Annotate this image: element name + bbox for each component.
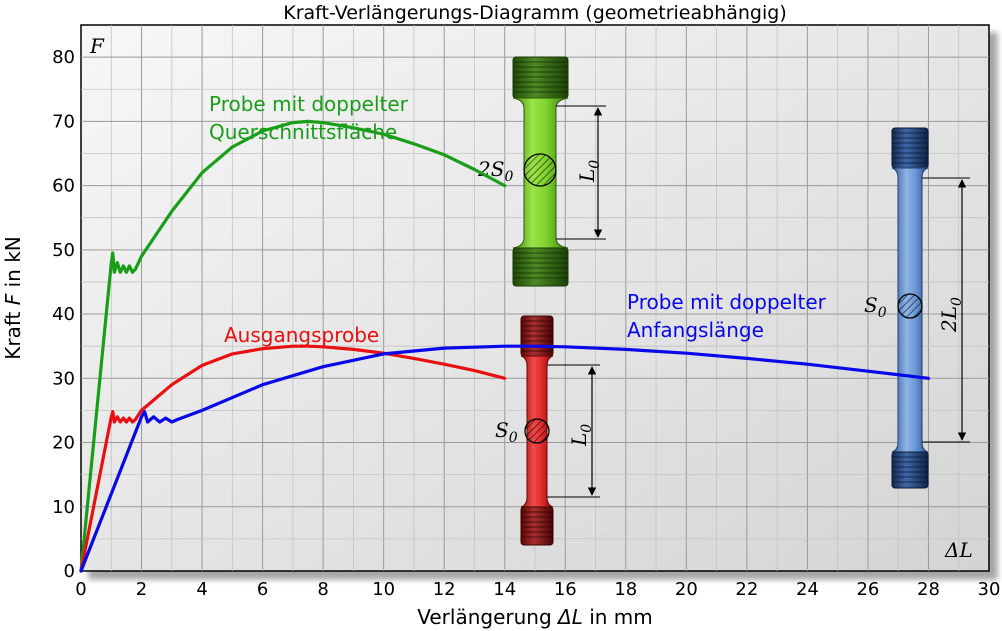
series-label-green: Probe mit doppelter Querschnittsfläche <box>209 92 414 144</box>
series-line-double-area <box>79 119 507 573</box>
series-lines <box>79 119 931 573</box>
svg-text:2L0: 2L0 <box>937 297 965 333</box>
svg-text:S0: S0 <box>495 418 518 446</box>
series-label-red: Ausgangsprobe <box>224 323 379 347</box>
y-tick-label: 10 <box>52 497 75 518</box>
y-tick-label: 50 <box>52 240 75 261</box>
series-line-double-length <box>79 344 931 573</box>
y-axis-title: Kraft F in kN <box>1 236 25 360</box>
x-tick-label: 10 <box>372 579 395 600</box>
specimen-green: 2S0 L0 <box>477 56 606 287</box>
svg-text:S0: S0 <box>864 293 887 321</box>
specimen-red: S0 L0 <box>495 315 600 546</box>
y-tick-label: 0 <box>64 561 75 582</box>
y-tick-label: 20 <box>52 433 75 454</box>
x-tick-label: 8 <box>317 579 328 600</box>
x-tick-label: 22 <box>735 579 758 600</box>
x-tick-label: 0 <box>75 579 86 600</box>
y-tick-label: 80 <box>52 47 75 68</box>
specimen-blue: S0 2L0 <box>864 127 970 489</box>
x-tick-label: 18 <box>614 579 637 600</box>
y-tick-label: 70 <box>52 111 75 132</box>
x-tick-label: 24 <box>796 579 819 600</box>
y-tick-label: 40 <box>52 304 75 325</box>
x-corner-label: ΔL <box>944 538 973 562</box>
y-tick-label: 60 <box>52 176 75 197</box>
x-tick-label: 4 <box>196 579 207 600</box>
x-tick-label: 16 <box>554 579 577 600</box>
x-tick-label: 20 <box>675 579 698 600</box>
x-tick-label: 14 <box>493 579 516 600</box>
x-tick-label: 30 <box>978 579 1001 600</box>
x-axis-title: Verlängerung ΔL in mm <box>417 605 653 629</box>
svg-text:L0: L0 <box>575 160 603 183</box>
series-label-blue: Probe mit doppelter Anfangslänge <box>627 290 832 342</box>
y-corner-label: F <box>89 34 105 58</box>
y-tick-label: 30 <box>52 368 75 389</box>
axis-ticks: 0 2 4 6 8 10 12 14 16 18 20 22 24 26 28 300102030405060… <box>52 47 1000 600</box>
x-tick-label: 6 <box>257 579 268 600</box>
x-tick-label: 2 <box>136 579 147 600</box>
x-tick-label: 28 <box>917 579 940 600</box>
x-tick-label: 12 <box>433 579 456 600</box>
x-tick-label: 26 <box>856 579 879 600</box>
svg-text:L0: L0 <box>567 424 595 447</box>
chart-title: Kraft-Verlängerungs-Diagramm (geometriea… <box>283 2 787 24</box>
